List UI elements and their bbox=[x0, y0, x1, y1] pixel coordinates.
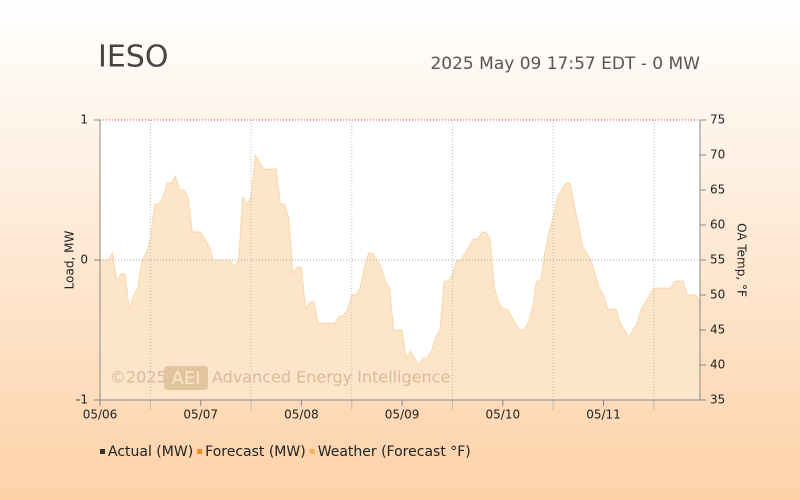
watermark-logo-box bbox=[164, 366, 208, 390]
watermark-text: Advanced Energy Intelligence bbox=[212, 368, 450, 387]
watermark-copyright: ©2025 bbox=[110, 368, 167, 387]
legend-label: Forecast (MW) bbox=[205, 444, 306, 460]
y2-axis-label: OA Temp, °F bbox=[735, 223, 749, 297]
legend-swatch bbox=[100, 449, 105, 454]
chart-title: IESO bbox=[98, 40, 168, 75]
watermark-logo: AEI bbox=[172, 368, 201, 389]
y2-tick-label: 55 bbox=[710, 253, 725, 267]
legend-swatch bbox=[197, 449, 203, 454]
x-tick-label: 05/06 bbox=[83, 408, 118, 422]
y2-tick-label: 50 bbox=[710, 288, 725, 302]
y-tick-label: 1 bbox=[80, 113, 88, 127]
y-tick-label: -1 bbox=[76, 393, 88, 407]
y2-tick-label: 35 bbox=[710, 393, 725, 407]
x-tick-label: 05/10 bbox=[486, 408, 521, 422]
legend-label: Weather (Forecast °F) bbox=[318, 444, 471, 460]
x-tick-label: 05/07 bbox=[183, 408, 218, 422]
y2-tick-label: 65 bbox=[710, 183, 725, 197]
legend-swatch bbox=[309, 449, 315, 454]
y2-tick-label: 45 bbox=[710, 323, 725, 337]
legend-label: Actual (MW) bbox=[108, 444, 193, 460]
y-tick-label: 0 bbox=[80, 253, 88, 267]
y2-tick-label: 40 bbox=[710, 358, 725, 372]
weather-area bbox=[99, 153, 701, 401]
chart-subtitle: 2025 May 09 17:57 EDT - 0 MW bbox=[430, 54, 700, 74]
y2-tick-label: 70 bbox=[710, 148, 725, 162]
x-tick-label: 05/11 bbox=[586, 408, 621, 422]
y2-tick-label: 60 bbox=[710, 218, 725, 232]
x-tick-label: 05/09 bbox=[385, 408, 420, 422]
x-tick-label: 05/08 bbox=[284, 408, 319, 422]
y-axis-label: Load, MW bbox=[63, 231, 77, 290]
y2-tick-label: 75 bbox=[710, 113, 725, 127]
